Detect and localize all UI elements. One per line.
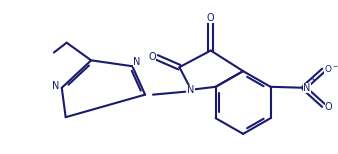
- Text: O: O: [207, 13, 215, 23]
- Text: O: O: [324, 102, 332, 112]
- Text: N: N: [188, 85, 195, 95]
- Text: O$^-$: O$^-$: [324, 63, 338, 74]
- Text: $^+$: $^+$: [309, 76, 316, 85]
- Text: O: O: [148, 52, 156, 62]
- Text: N: N: [132, 57, 140, 67]
- Text: N: N: [303, 83, 311, 93]
- Text: N: N: [52, 81, 59, 91]
